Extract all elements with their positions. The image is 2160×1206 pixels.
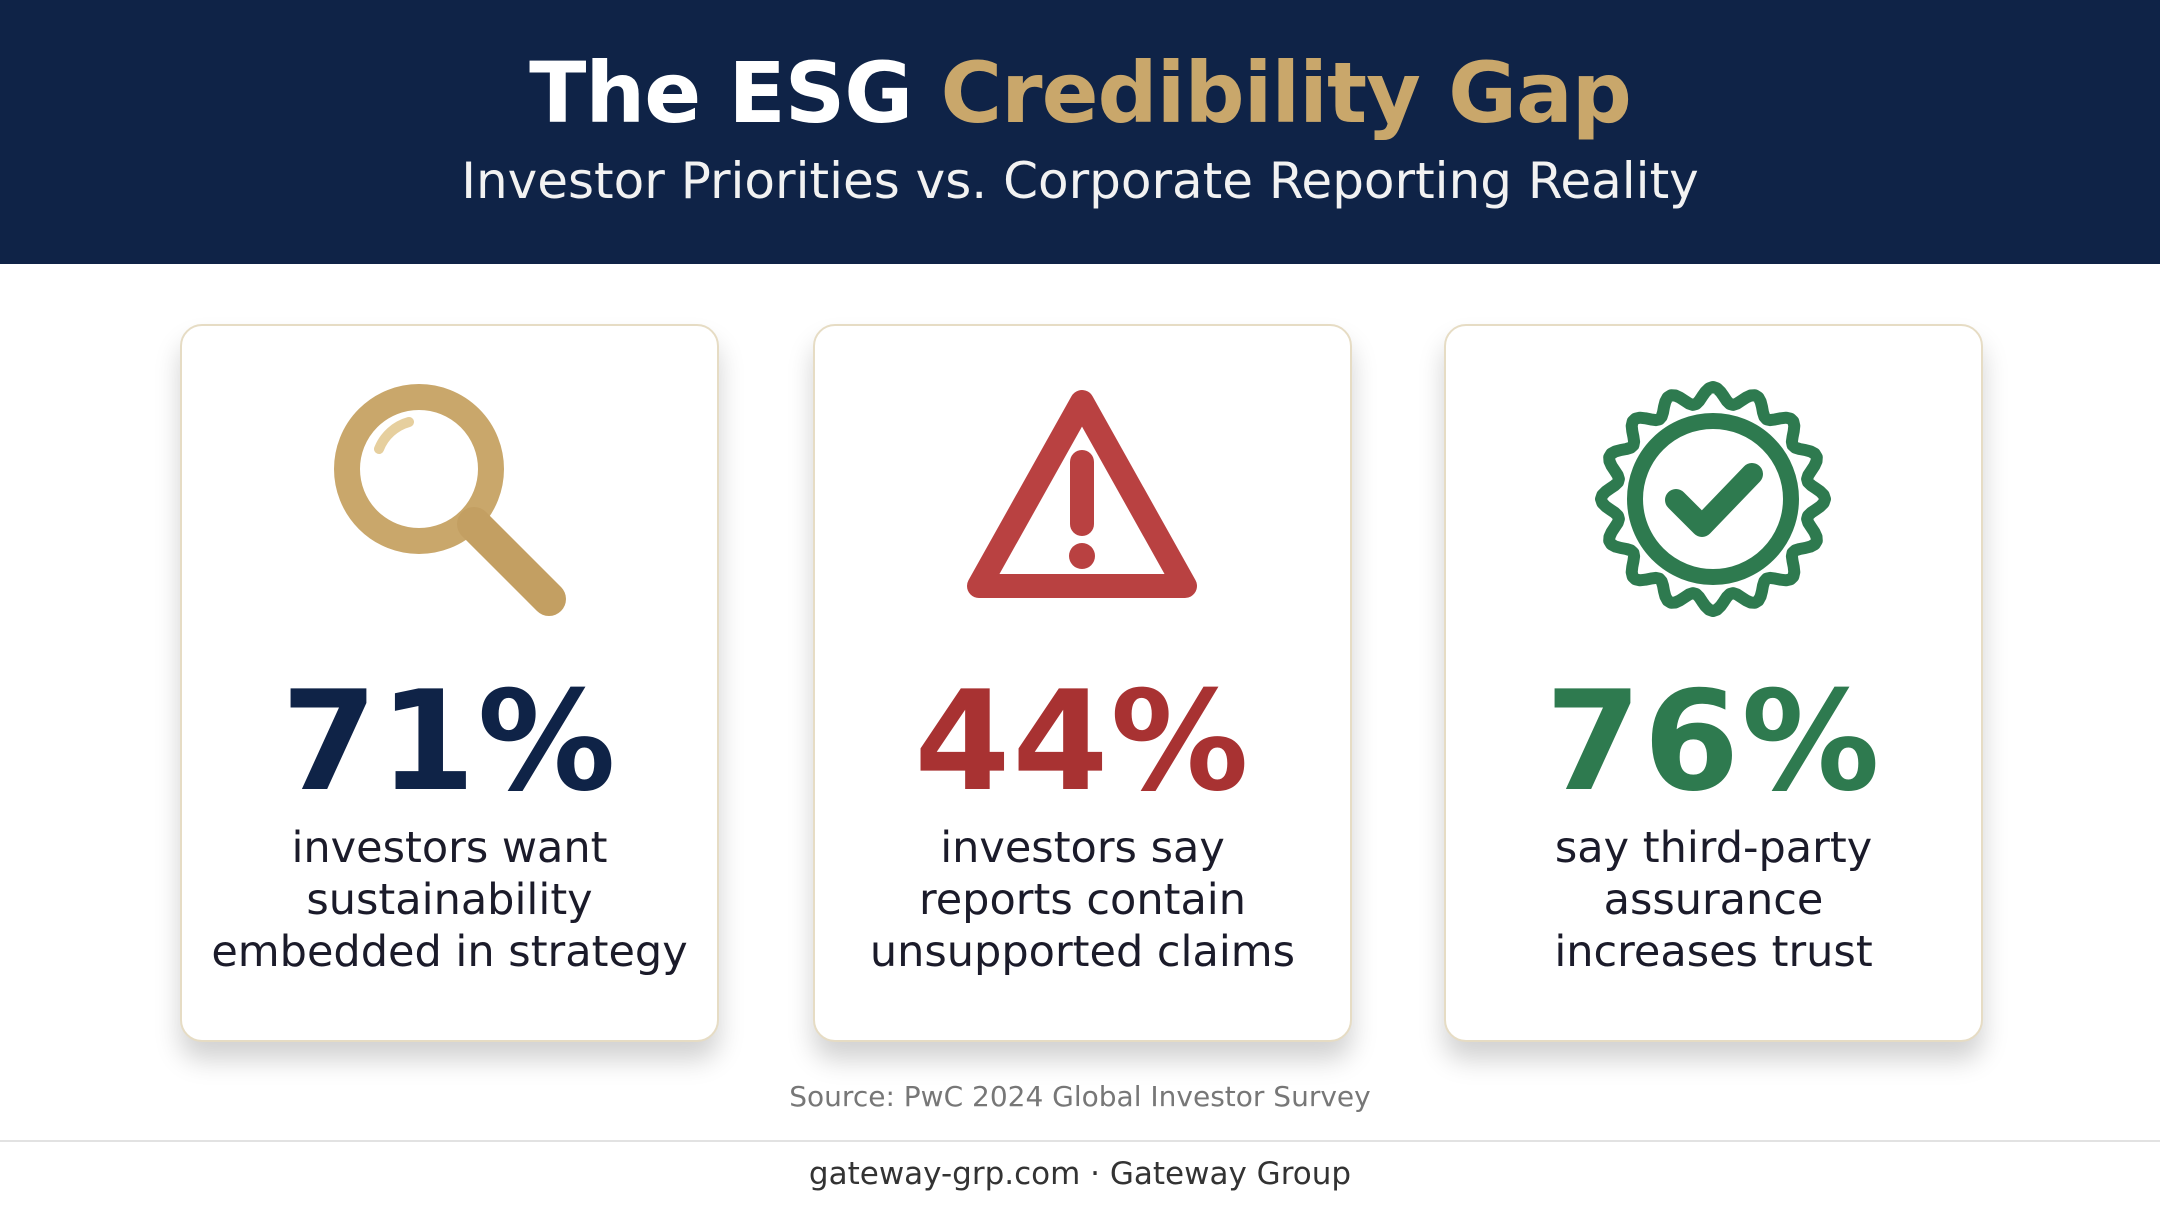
search-icon: [334, 384, 566, 616]
description-line: investors say: [940, 823, 1225, 873]
description-line: embedded in strategy: [211, 927, 688, 977]
stat-value: 76%: [1545, 661, 1882, 822]
subtitle: Investor Priorities vs. Corporate Report…: [461, 152, 1699, 210]
stat-card: 76% say third-party assurance increases …: [1444, 324, 1983, 1042]
stat-description: investors want sustainability embedded i…: [182, 822, 717, 978]
badge-icon: [1595, 381, 1831, 617]
stat-value: 71%: [281, 661, 618, 822]
description-line: assurance: [1603, 875, 1824, 925]
source-note: Source: PwC 2024 Global Investor Survey: [789, 1080, 1371, 1113]
stat-value: 44%: [914, 661, 1251, 822]
description-line: unsupported claims: [869, 927, 1296, 977]
title-lead: The ESG: [529, 44, 913, 142]
description-line: sustainability: [306, 875, 593, 925]
stat-description: investors say reports contain unsupporte…: [815, 822, 1350, 978]
stat-description: say third-party assurance increases trus…: [1446, 822, 1981, 978]
description-line: say third-party: [1554, 823, 1873, 873]
warning-icon: [967, 390, 1197, 598]
stat-card: 71% investors want sustainability embedd…: [180, 324, 719, 1042]
stat-card: 44% investors say reports contain unsupp…: [813, 324, 1352, 1042]
divider: [0, 1140, 2160, 1142]
title: The ESG Credibility Gap: [0, 44, 2160, 142]
description-line: increases trust: [1554, 927, 1873, 977]
description-line: reports contain: [918, 875, 1246, 925]
description-line: investors want: [291, 823, 608, 873]
footer: gateway-grp.com · Gateway Group: [808, 1156, 1352, 1192]
header: The ESG Credibility Gap Investor Priorit…: [0, 0, 2160, 264]
title-highlight: Credibility Gap: [940, 44, 1632, 142]
